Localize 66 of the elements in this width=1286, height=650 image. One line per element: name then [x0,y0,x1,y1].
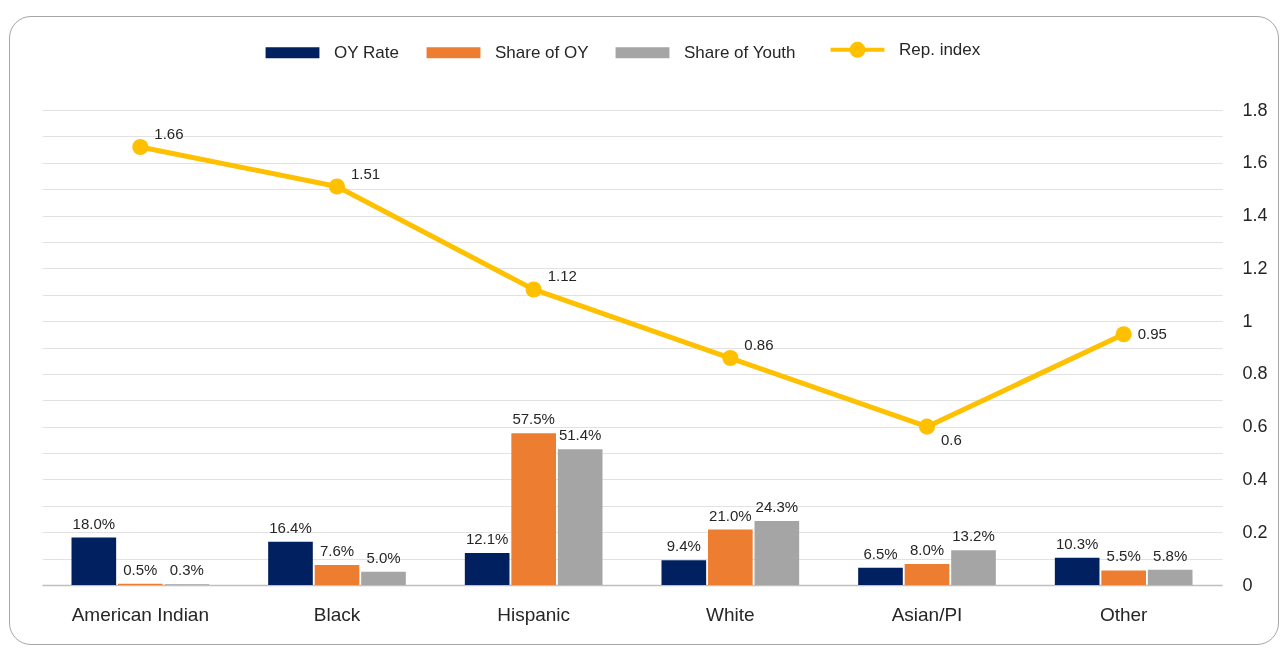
point [722,350,739,367]
point [525,281,542,298]
x-tick-label: Hispanic [497,603,571,625]
bar [361,571,406,585]
y2-tick-label: 0.2 [1242,521,1268,542]
legend-label: Rep. index [899,39,981,59]
data-label: 5.0% [366,548,401,566]
data-label: 0.3% [169,561,204,579]
data-label: 57.5% [512,410,555,428]
point [918,418,936,435]
data-label: 0.86 [744,336,774,354]
data-label: 12.1% [465,530,509,548]
bar [1147,569,1193,585]
x-tick-label: American Indian [71,603,209,625]
legend-label: Share of Youth [684,42,796,62]
bar [858,567,903,585]
bar [71,537,117,585]
bar [1101,570,1146,585]
bar [1054,557,1100,585]
point [328,178,346,195]
y2-tick-label: 1 [1242,310,1253,331]
data-label: 5.8% [1153,546,1188,564]
y2-tick-label: 1.2 [1242,257,1268,278]
data-label: 0.5% [123,560,158,578]
data-label: 1.51 [351,164,381,182]
legend-label: Share of OY [495,42,589,62]
point [132,138,149,155]
legend-label: OY Rate [334,42,399,62]
data-label: 5.5% [1106,547,1141,565]
bar [464,553,510,585]
data-label: 13.2% [952,527,995,545]
bar [951,550,996,585]
x-tick-label: Black [313,603,361,625]
y2-tick-label: 0.6 [1242,416,1268,437]
bar [904,563,950,585]
data-label: 1.66 [154,124,184,142]
x-tick-label: Asian/PI [891,603,963,625]
y2-tick-label: 1.4 [1242,205,1268,226]
y2-tick-label: 0 [1242,574,1253,595]
bar [314,564,360,585]
data-label: 6.5% [863,544,898,562]
point [1115,326,1132,343]
data-label: 16.4% [269,518,312,536]
data-label: 0.6 [941,430,962,448]
y2-tick-label: 1.8 [1242,99,1268,120]
bar [754,520,800,585]
data-label: 9.4% [666,537,701,555]
data-label: 8.0% [909,540,945,558]
y2-tick-label: 0.4 [1242,468,1268,489]
y2-tick-label: 0.8 [1242,363,1268,384]
data-label: 24.3% [755,497,799,515]
data-label: 7.6% [319,541,355,559]
bar [708,529,753,585]
x-tick-label: Other [1099,603,1149,625]
bar [511,433,556,585]
data-label: 1.12 [547,267,577,285]
x-tick-label: White [706,603,755,625]
data-label: 18.0% [72,514,116,532]
bar [661,560,707,585]
y2-tick-label: 1.6 [1242,152,1268,173]
data-label: 21.0% [709,506,752,524]
data-label: 10.3% [1055,534,1099,552]
data-label: 0.95 [1137,325,1167,343]
data-label: 51.4% [558,426,602,444]
bar [268,541,313,585]
bar [557,449,603,585]
